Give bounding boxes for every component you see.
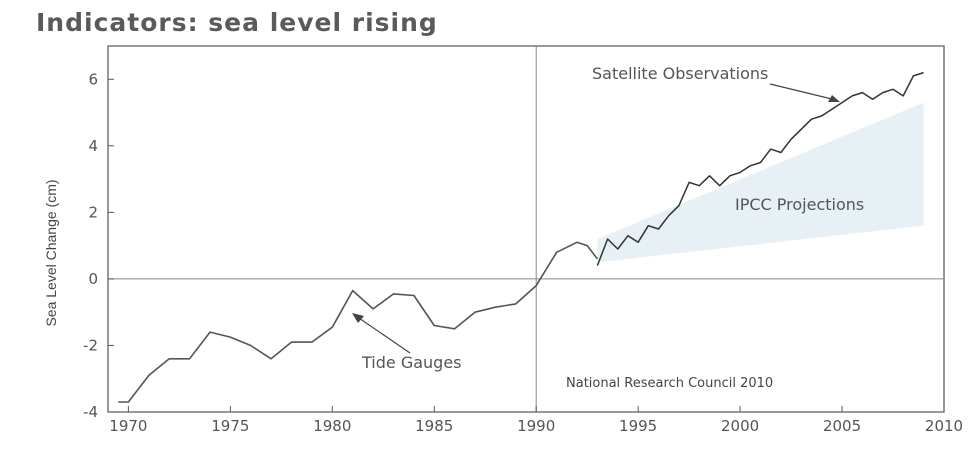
satellite-label: Satellite Observations [592,64,768,83]
x-tick-label: 2005 [823,417,861,435]
y-axis-label: Sea Level Change (cm) [43,179,59,326]
x-tick-label: 1975 [211,417,249,435]
tide-gauges-label: Tide Gauges [361,353,462,372]
y-tick-label: 6 [88,70,98,88]
credit-label: National Research Council 2010 [566,376,773,391]
tick-layer: 1970 1975 1980 1985 1990 1995 2000 2005 2010 -4 -2… [83,70,963,435]
tide-gauges-line [118,241,599,403]
x-tick-label: 1990 [517,417,555,435]
tide-arrowhead [352,313,364,323]
x-tick-label: 2000 [721,417,759,435]
y-tick-label: -2 [83,336,98,354]
chart-title: Indicators: sea level rising [36,8,438,37]
y-tick-label: -4 [83,403,98,421]
series-layer [118,71,924,403]
projection-band-layer [597,102,924,263]
plot-border [107,45,945,413]
x-tick-label: 1980 [313,417,351,435]
x-tick-label: 1995 [619,417,657,435]
y-tick-label: 0 [88,270,98,288]
x-tick-label: 1985 [415,417,453,435]
x-tick-label: 2010 [925,417,963,435]
x-tick-label: 1970 [109,417,147,435]
ipcc-projection-band [597,102,924,263]
satellite-observations-line [596,71,924,266]
y-tick-label: 4 [88,137,98,155]
y-tick-label: 2 [88,203,98,221]
tide-arrow [355,315,411,354]
ipcc-label: IPCC Projections [735,195,864,214]
chart-frame [107,45,945,413]
satellite-arrowhead [828,95,840,102]
satellite-arrow [769,83,837,101]
